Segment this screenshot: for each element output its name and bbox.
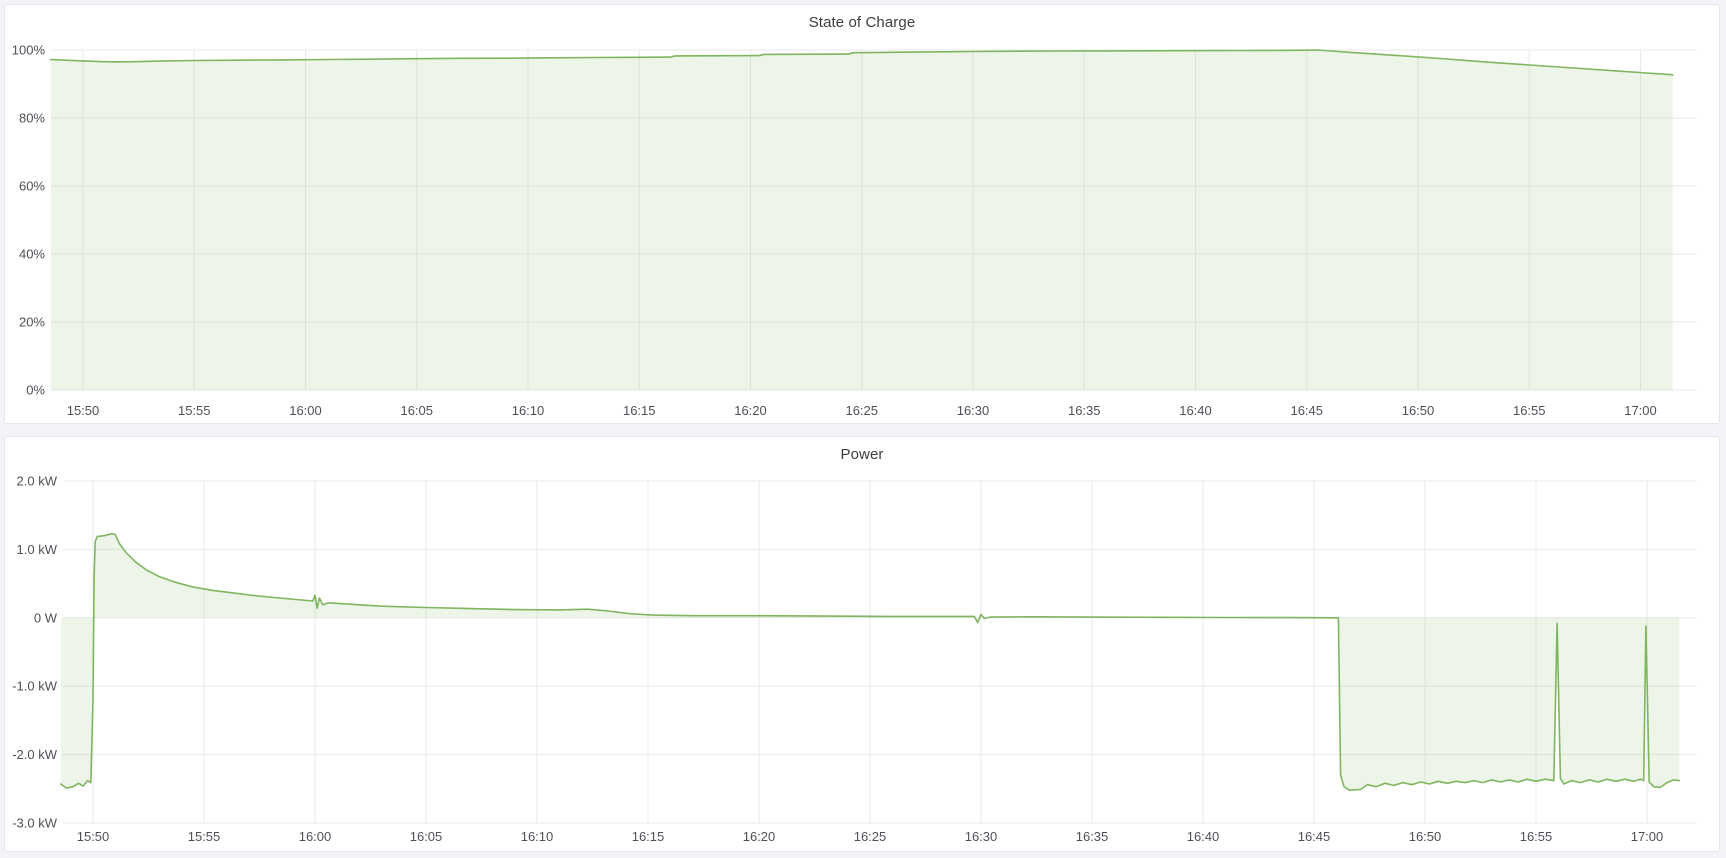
- svg-text:16:55: 16:55: [1520, 829, 1553, 844]
- svg-text:17:00: 17:00: [1624, 403, 1657, 418]
- power-chart[interactable]: -3.0 kW -2.0 kW -1.0 kW 0 W 1.0 kW 2.0 kW 15:5…: [5, 437, 1719, 851]
- power-chart-panel: Power -3.0 kW -2.0 kW -1.0 kW 0 W 1.0 kW 2.0 …: [4, 436, 1720, 852]
- svg-text:-2.0 kW: -2.0 kW: [12, 747, 58, 762]
- svg-text:-1.0 kW: -1.0 kW: [12, 679, 58, 694]
- svg-text:15:55: 15:55: [188, 829, 221, 844]
- svg-text:2.0 kW: 2.0 kW: [17, 474, 58, 489]
- svg-text:16:35: 16:35: [1076, 829, 1109, 844]
- svg-text:1.0 kW: 1.0 kW: [17, 542, 58, 557]
- svg-text:17:00: 17:00: [1631, 829, 1664, 844]
- svg-text:15:50: 15:50: [77, 829, 110, 844]
- svg-text:60%: 60%: [19, 179, 45, 194]
- svg-text:16:10: 16:10: [521, 829, 554, 844]
- soc-chart[interactable]: 0% 20% 40% 60% 80% 100% 15:50 15:55 16:00 16:05 16…: [5, 5, 1719, 423]
- svg-text:15:50: 15:50: [67, 403, 100, 418]
- svg-text:15:55: 15:55: [178, 403, 211, 418]
- svg-text:16:00: 16:00: [299, 829, 332, 844]
- svg-text:16:20: 16:20: [734, 403, 767, 418]
- svg-text:0%: 0%: [26, 383, 45, 398]
- svg-text:0 W: 0 W: [34, 610, 58, 625]
- soc-chart-title: State of Charge: [808, 14, 916, 31]
- svg-text:16:30: 16:30: [957, 403, 990, 418]
- svg-text:16:45: 16:45: [1290, 403, 1323, 418]
- svg-text:16:50: 16:50: [1409, 829, 1442, 844]
- svg-text:16:10: 16:10: [512, 403, 545, 418]
- svg-text:16:50: 16:50: [1402, 403, 1435, 418]
- svg-text:16:30: 16:30: [965, 829, 998, 844]
- svg-text:16:35: 16:35: [1068, 403, 1101, 418]
- svg-text:16:25: 16:25: [845, 403, 878, 418]
- svg-text:16:25: 16:25: [854, 829, 887, 844]
- svg-text:16:55: 16:55: [1513, 403, 1546, 418]
- svg-text:80%: 80%: [19, 111, 45, 126]
- svg-text:40%: 40%: [19, 247, 45, 262]
- svg-text:16:00: 16:00: [289, 403, 322, 418]
- svg-text:16:05: 16:05: [410, 829, 443, 844]
- svg-text:16:40: 16:40: [1187, 829, 1220, 844]
- power-chart-title: Power: [840, 446, 884, 463]
- svg-text:16:20: 16:20: [743, 829, 776, 844]
- svg-text:16:40: 16:40: [1179, 403, 1212, 418]
- svg-text:16:15: 16:15: [623, 403, 656, 418]
- svg-text:16:45: 16:45: [1298, 829, 1331, 844]
- svg-text:-3.0 kW: -3.0 kW: [12, 816, 58, 831]
- soc-chart-panel: State of Charge 0% 20% 40% 60% 80% 100% 15:50 1…: [4, 4, 1720, 424]
- svg-text:16:05: 16:05: [400, 403, 433, 418]
- svg-text:100%: 100%: [12, 43, 46, 58]
- svg-text:20%: 20%: [19, 315, 45, 330]
- svg-text:16:15: 16:15: [632, 829, 665, 844]
